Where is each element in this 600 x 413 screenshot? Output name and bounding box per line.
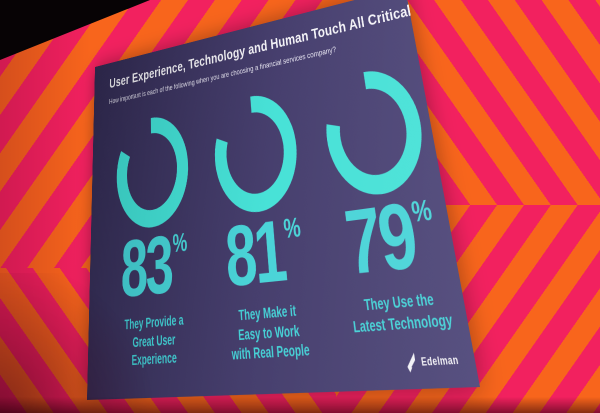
stat-label-line: They Make it (238, 302, 297, 324)
percent-sign: % (172, 227, 188, 259)
stat-label-line: Latest Technology (352, 310, 454, 336)
stat-value: 79% (340, 184, 440, 294)
photo-bottom-shadow (0, 397, 600, 413)
stat-label-line: with Real People (231, 341, 311, 364)
photo-corner-shadow (0, 273, 190, 413)
stat-label: They Use the Latest Technology (350, 288, 455, 337)
percent-sign: % (409, 193, 435, 229)
stat-value: 81% (223, 202, 305, 305)
stat-number: 81 (223, 202, 288, 306)
stat-label-line: They Use the (363, 290, 436, 315)
edelman-logo: Edelman (403, 350, 460, 374)
donut-chart-icon (116, 110, 190, 233)
stat-column-real-people: 81% They Make it Easy to Work with Real … (203, 85, 331, 366)
stat-label: They Make it Easy to Work with Real Peop… (229, 301, 310, 365)
stat-label-line: Easy to Work (237, 322, 301, 344)
donut-chart-icon (320, 62, 433, 202)
percent-sign: % (282, 211, 302, 245)
donut-chart-icon (212, 87, 303, 218)
edelman-logo-text: Edelman (420, 353, 460, 370)
edelman-logo-icon (405, 352, 417, 373)
